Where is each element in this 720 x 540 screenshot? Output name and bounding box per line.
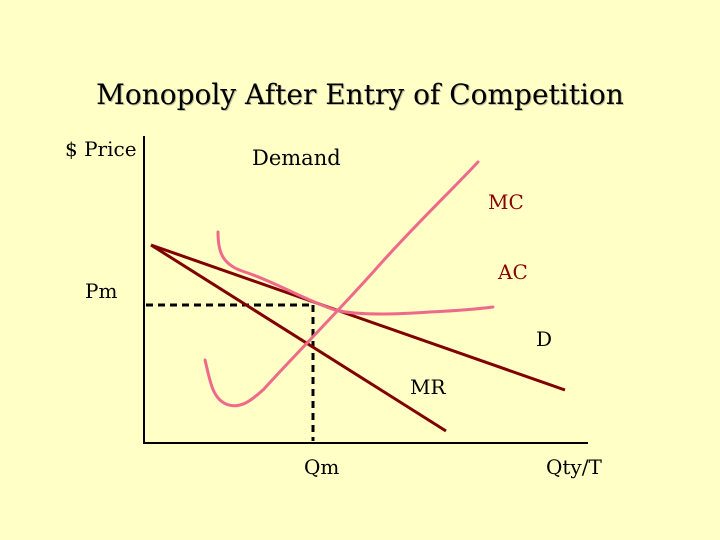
demand-curve bbox=[150, 243, 566, 392]
qm-quantity-label: Qm bbox=[304, 455, 340, 479]
mc-curve bbox=[203, 160, 480, 408]
x-axis-label: Qty/T bbox=[546, 455, 602, 479]
mr-curve-label: MR bbox=[410, 375, 446, 399]
mc-curve-label: MC bbox=[488, 190, 524, 214]
pm-price-label: Pm bbox=[85, 279, 118, 303]
mr-curve bbox=[150, 243, 447, 433]
demand-curve-label: D bbox=[536, 327, 553, 351]
page-title: Monopoly After Entry of Competition bbox=[96, 78, 624, 111]
ac-curve bbox=[216, 230, 495, 316]
demand-heading-label: Demand bbox=[252, 146, 341, 170]
ac-curve-label: AC bbox=[498, 260, 528, 284]
y-axis-label: $ Price bbox=[65, 137, 137, 161]
